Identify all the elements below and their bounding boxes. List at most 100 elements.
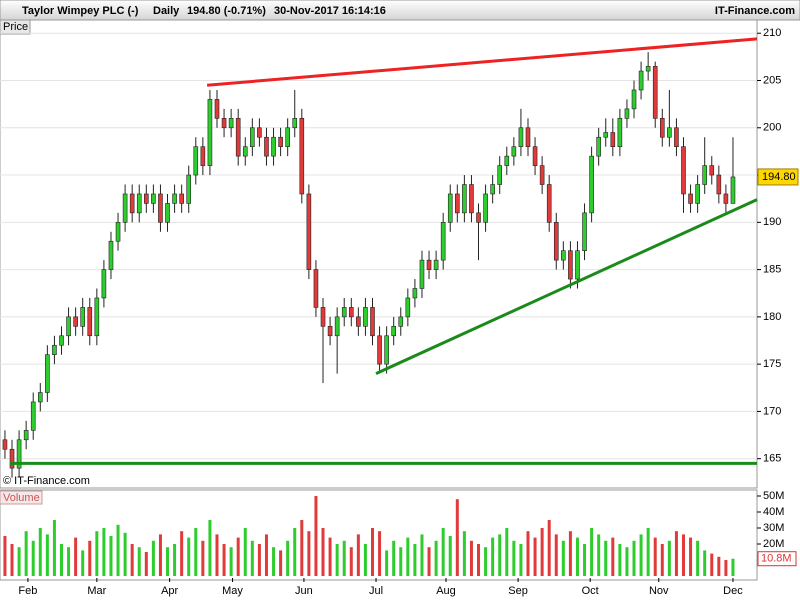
candle-body <box>23 430 29 441</box>
candle-body <box>377 335 382 365</box>
x-tick-label: Aug <box>436 585 456 597</box>
candle-body <box>144 193 149 204</box>
volume-tag <box>0 490 43 505</box>
candle-body <box>384 335 389 365</box>
candle-body <box>398 316 404 327</box>
y2-tick-label: 20M <box>763 538 784 550</box>
candle-body <box>299 118 305 195</box>
last-price-box <box>757 168 799 186</box>
candle-body <box>94 297 100 337</box>
volume-bar <box>17 547 21 576</box>
x-tick-label: May <box>222 585 243 597</box>
volume-label: Volume <box>3 492 40 504</box>
candle-body <box>631 89 637 110</box>
volume-bar <box>109 536 113 576</box>
candle-body <box>511 146 517 157</box>
candle-body <box>730 176 736 204</box>
volume-bar <box>406 537 410 576</box>
volume-bar <box>462 531 466 576</box>
volume-bar <box>314 496 318 576</box>
volume-bar <box>575 537 579 576</box>
candle-body <box>66 316 71 337</box>
candle-body <box>52 344 57 355</box>
x-tick-label: Jul <box>369 585 383 597</box>
volume-bar <box>498 534 502 576</box>
volume-bar <box>243 528 247 576</box>
volume-bar <box>561 540 565 576</box>
candle-body <box>603 132 609 138</box>
timestamp: 30-Nov-2017 16:14:16 <box>274 5 386 17</box>
candle-body <box>250 127 255 147</box>
volume-bar <box>144 552 148 576</box>
candle-body <box>37 392 43 403</box>
volume-bar <box>215 534 219 576</box>
volume-bar <box>660 544 664 576</box>
volume-bar <box>59 544 63 576</box>
candle-body <box>440 222 446 261</box>
candle-body <box>695 184 700 204</box>
period: Daily <box>153 5 180 17</box>
candle-body <box>172 193 177 204</box>
volume-bar <box>632 540 636 576</box>
volume-bar <box>74 537 78 576</box>
volume-bar <box>370 528 374 576</box>
x-tick-label: Feb <box>18 585 37 597</box>
y2-tick-label: 40M <box>763 506 784 518</box>
volume-bar <box>10 544 14 576</box>
volume-bar <box>286 540 290 576</box>
brand: IT-Finance.com <box>715 5 795 17</box>
candle-body <box>257 127 262 138</box>
y2-tick-label: 30M <box>763 522 784 534</box>
candle-body <box>716 174 722 195</box>
volume-bar <box>519 544 523 576</box>
candle-body <box>313 269 319 308</box>
candle-body <box>433 259 439 270</box>
candle-body <box>356 316 361 327</box>
candle-body <box>596 136 601 157</box>
volume-bar <box>81 550 85 576</box>
candle-body <box>462 184 467 214</box>
candle-body <box>525 127 531 147</box>
volume-bar <box>257 544 261 576</box>
candle-body <box>539 165 545 185</box>
volume-bar <box>102 528 106 576</box>
volume-bar <box>45 534 49 576</box>
volume-bar <box>236 537 240 576</box>
candle-body <box>228 118 234 129</box>
volume-bar <box>653 537 657 576</box>
volume-bar <box>293 528 297 576</box>
volume-bar <box>540 528 544 576</box>
x-tick-label: Sep <box>508 585 528 597</box>
volume-bar <box>24 531 28 576</box>
x-tick-label: Oct <box>582 585 599 597</box>
candle-body <box>723 193 729 204</box>
candle-body <box>87 307 93 337</box>
candle-body <box>553 222 559 261</box>
candle-body <box>271 136 276 157</box>
volume-bar <box>674 531 678 576</box>
volume-bar <box>625 547 629 576</box>
volume-bar <box>696 540 700 576</box>
candle-body <box>334 316 340 337</box>
candle-body <box>193 146 199 176</box>
volume-bar <box>272 547 276 576</box>
candle-body <box>483 193 488 223</box>
volume-bar <box>250 540 254 576</box>
volume-bar <box>187 537 191 576</box>
volume-bar <box>335 544 339 576</box>
volume-bar <box>279 550 283 576</box>
y-tick-label: 205 <box>763 74 781 86</box>
volume-bar <box>208 520 212 576</box>
candle-body <box>688 193 693 204</box>
candle-body <box>476 212 481 223</box>
candle-body <box>455 193 460 214</box>
y-tick-label: 185 <box>763 264 781 276</box>
volume-bar <box>618 544 622 576</box>
candle-body <box>575 250 580 280</box>
volume-bar <box>448 536 452 576</box>
volume-bar <box>399 547 403 576</box>
price-panel <box>0 19 758 489</box>
volume-bar <box>441 528 445 576</box>
candle-body <box>589 155 594 214</box>
